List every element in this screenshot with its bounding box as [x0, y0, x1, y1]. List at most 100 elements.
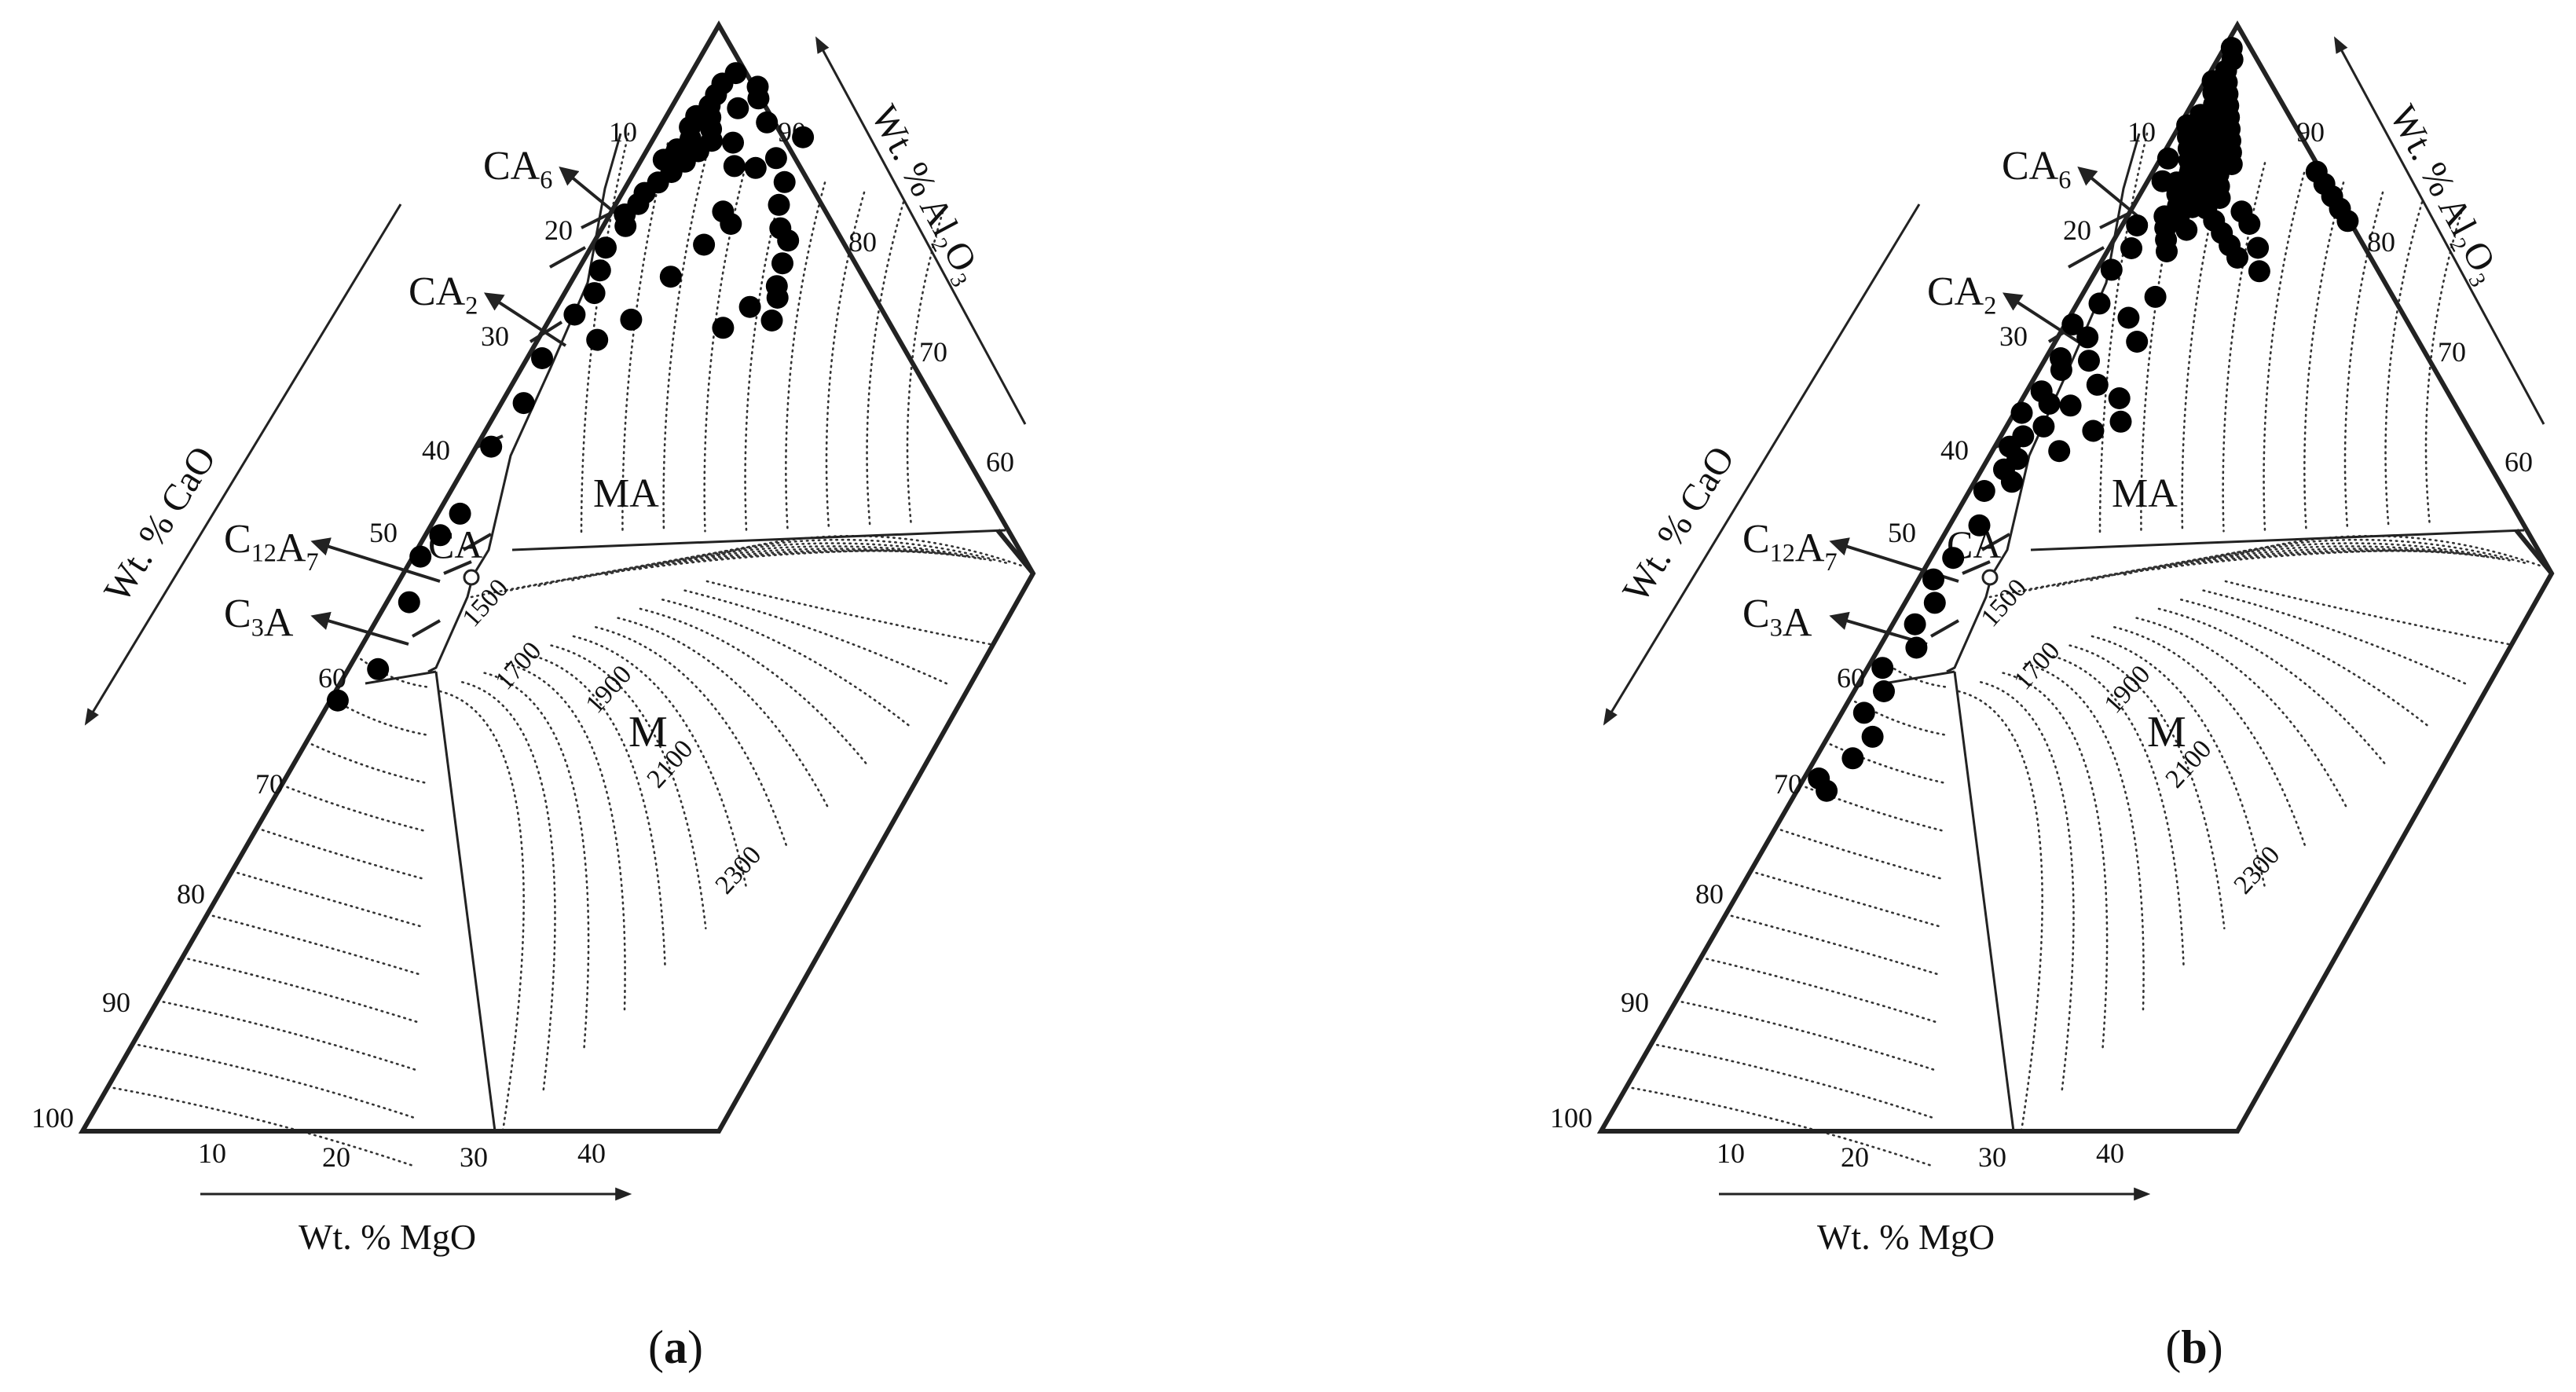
isotherm-curve	[2022, 550, 2461, 593]
al2o3-tick-70: 70	[919, 336, 947, 368]
isotherm-curve	[661, 599, 910, 727]
phase-arrow-c12a7	[310, 537, 441, 583]
al2o3-tick-70: 70	[2438, 336, 2466, 368]
mgo-tick-20: 20	[322, 1141, 350, 1173]
sample-point	[2126, 331, 2149, 353]
cao-tick-30: 30	[1999, 321, 2028, 352]
sample-point	[722, 131, 744, 154]
al2o3-tick-90: 90	[2296, 116, 2325, 148]
sample-point	[2078, 350, 2100, 372]
sample-point	[2032, 415, 2055, 438]
cao-axis-arrow	[84, 203, 402, 726]
isotherm-curve	[2047, 654, 2185, 970]
cao-tick-90: 90	[102, 987, 130, 1018]
sample-point	[1905, 636, 1928, 659]
cao-axis-title: Wt. % CaO	[1614, 439, 1742, 610]
isotherm-curve	[2424, 211, 2463, 528]
isotherm-curve	[181, 956, 419, 1024]
phase-tick	[1981, 533, 2010, 551]
sample-point	[727, 97, 749, 119]
sample-point	[583, 282, 606, 305]
isotherm-curve	[617, 617, 829, 808]
invariant-point	[1981, 569, 1999, 586]
isotherm-curve	[2113, 626, 2307, 848]
sample-point	[2088, 292, 2111, 315]
isotherm-label-2300: 2300	[709, 841, 767, 899]
isotherm-curve	[461, 681, 556, 1092]
sample-point	[773, 170, 796, 193]
isotherm-curve	[705, 580, 991, 646]
cao-tick-10: 10	[2127, 116, 2156, 148]
invariant-point	[463, 569, 480, 586]
isotherm-curve	[744, 171, 787, 532]
sample-point	[2151, 170, 2174, 192]
field-label-m: M	[628, 708, 668, 756]
triangle-corner-edge	[995, 529, 1035, 575]
sample-point	[2247, 236, 2270, 259]
sample-point	[723, 155, 746, 178]
isotherm-curve	[2090, 635, 2266, 889]
isotherm-curve	[505, 662, 626, 1011]
sample-point	[746, 75, 769, 98]
sample-point	[2156, 240, 2178, 262]
sample-point	[771, 252, 793, 275]
sample-points	[1808, 37, 2359, 802]
sample-point	[2059, 394, 2082, 417]
sample-point	[429, 524, 452, 547]
sample-point	[1904, 613, 1926, 636]
sample-point	[738, 295, 761, 318]
isotherm-curve	[438, 690, 525, 1133]
sample-point	[398, 591, 420, 614]
sample-point	[744, 156, 767, 179]
isotherm-curve	[683, 589, 951, 686]
isotherm-curve	[662, 152, 709, 533]
isotherm-curve	[1774, 826, 1942, 880]
phase-label-ca2: CA2	[409, 269, 478, 319]
sample-point	[2076, 326, 2099, 349]
phase-tick	[1930, 619, 1959, 638]
phase-tick	[463, 533, 492, 551]
cao-tick-100: 100	[31, 1102, 74, 1134]
isotherm-label-1700: 1700	[489, 636, 547, 695]
liquidus-boundary	[1946, 133, 2141, 673]
sample-point	[756, 111, 779, 134]
sample-point	[2108, 387, 2131, 409]
cao-tick-80: 80	[177, 878, 205, 910]
sample-point	[1973, 480, 1995, 502]
sample-point	[792, 126, 815, 148]
phase-tick	[549, 246, 586, 269]
isotherm-label-2300: 2300	[2228, 841, 2285, 899]
isotherm-curve	[580, 132, 630, 536]
field-label-ma: MA	[593, 471, 659, 516]
sample-point	[1816, 779, 1838, 802]
cao-tick-40: 40	[422, 434, 450, 466]
isotherm-curve	[825, 191, 866, 529]
phase-label-c12a7: C12A7	[224, 517, 319, 576]
isotherm-curve	[572, 635, 748, 889]
cao-tick-50: 50	[369, 517, 398, 548]
sample-point	[2000, 471, 2023, 493]
isotherm-curve	[1724, 913, 1939, 976]
isotherm-curve	[2303, 181, 2345, 531]
isotherm-curve	[2384, 201, 2424, 529]
isotherm-curve	[2157, 607, 2388, 767]
sample-point	[512, 392, 535, 415]
sample-point	[2126, 214, 2149, 236]
isotherm-curve	[550, 644, 707, 929]
cao-tick-90: 90	[1621, 987, 1649, 1018]
sample-point	[2010, 401, 2033, 424]
triangle-outline	[78, 20, 1036, 1134]
sample-point	[480, 435, 503, 458]
isotherm-curve	[605, 545, 982, 576]
sample-point	[712, 317, 735, 339]
isotherm-curve	[1980, 681, 2075, 1092]
sample-point	[766, 287, 789, 309]
cao-tick-20: 20	[544, 214, 573, 246]
sample-point	[2038, 392, 2061, 415]
cao-tick-60: 60	[1837, 662, 1865, 694]
field-label-ma: MA	[2112, 471, 2178, 516]
sample-point	[2050, 358, 2072, 381]
cao-tick-50: 50	[1888, 517, 1916, 548]
